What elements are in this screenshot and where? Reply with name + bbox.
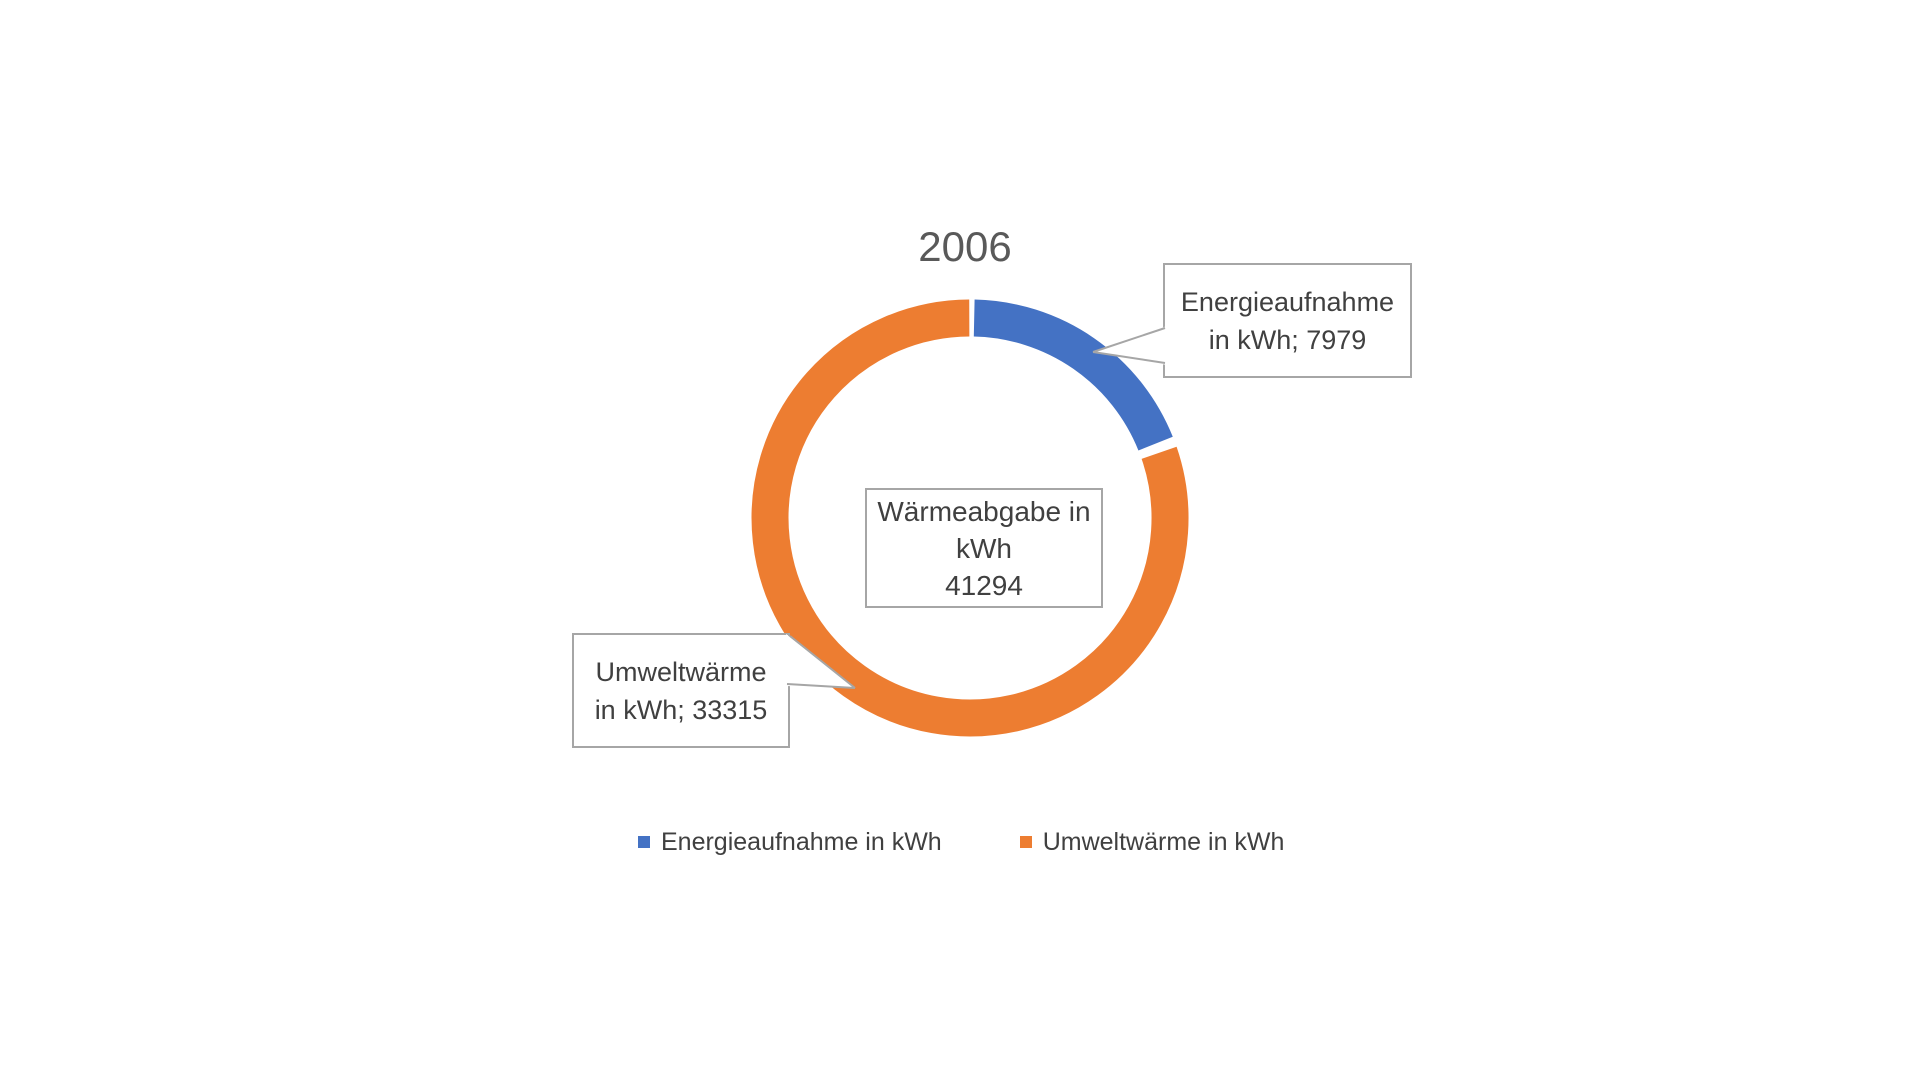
donut-segment-energieaufnahme xyxy=(973,299,1173,451)
data-label-callout-umweltwaerme: Umweltwärme in kWh; 33315 xyxy=(572,633,790,748)
legend-swatch-icon-umweltwaerme xyxy=(1019,836,1032,848)
callout-energieaufnahme-line1: Energieaufnahme xyxy=(1180,286,1395,317)
legend: Energieaufnahme in kWh Umweltwärme in kW… xyxy=(638,828,1284,856)
callout-pointer-energieaufnahme xyxy=(1093,326,1167,365)
chart-title: 2006 xyxy=(918,223,1012,270)
callout-umweltwaerme-line1: Umweltwärme xyxy=(595,656,767,687)
center-total-label-box: Wärmeabgabe in kWh 41294 xyxy=(865,488,1103,608)
callout-pointer-energieaufnahme-edge-bottom xyxy=(1092,351,1166,364)
center-total-value: 41294 xyxy=(945,569,1023,601)
legend-label-energieaufnahme: Energieaufnahme in kWh xyxy=(661,828,942,856)
center-total-line1: Wärmeabgabe in xyxy=(877,495,1091,527)
legend-item-energieaufnahme: Energieaufnahme in kWh xyxy=(638,828,942,856)
data-label-callout-energieaufnahme: Energieaufnahme in kWh; 7979 xyxy=(1163,263,1412,378)
legend-item-umweltwaerme: Umweltwärme in kWh xyxy=(1019,828,1285,856)
callout-pointer-energieaufnahme-edge-top xyxy=(1092,327,1166,353)
callout-pointer-umweltwaerme-edge-top xyxy=(789,635,856,689)
center-total-line2: kWh xyxy=(956,532,1012,564)
legend-swatch-icon-energieaufnahme xyxy=(638,836,650,848)
callout-pointer-umweltwaerme-edge-bottom xyxy=(786,683,856,689)
callout-pointer-umweltwaerme xyxy=(786,634,855,688)
callout-energieaufnahme-line2: in kWh; 7979 xyxy=(1208,324,1367,355)
legend-label-umweltwaerme: Umweltwärme in kWh xyxy=(1042,828,1285,856)
callout-umweltwaerme-line2: in kWh; 33315 xyxy=(594,694,768,725)
